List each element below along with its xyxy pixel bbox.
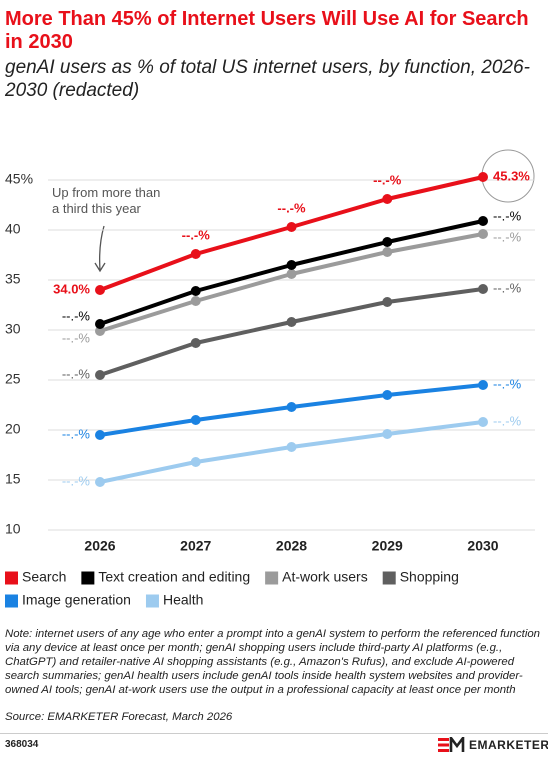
value-label: 45.3% [493,168,530,183]
legend-swatch [5,571,18,585]
x-tick-label: 2030 [467,538,498,554]
data-point [190,249,201,259]
value-label: --.-% [62,330,91,345]
brand: EMARKETER [469,738,548,752]
x-tick-label: 2028 [276,538,307,554]
data-point [286,260,297,270]
value-label: --.-% [493,208,522,223]
data-point [478,172,488,182]
data-point [95,477,105,487]
data-point [286,442,297,452]
data-point [286,269,297,279]
data-point [190,286,201,296]
legend-swatch [145,594,159,608]
legend-label: At-work users [282,569,368,585]
legend-swatch [81,571,95,585]
value-label: 34.0% [53,281,90,296]
legend-swatch [265,571,279,585]
data-point [95,370,105,380]
value-label: --.-% [493,376,522,391]
legend-label: Text creation and editing [98,569,250,585]
data-point [190,415,201,425]
data-point [190,338,201,348]
data-point [286,317,297,327]
annotation: Up from more than a third this year [52,185,161,216]
y-tick-label: 10 [5,521,21,537]
value-label: --.-% [493,280,522,295]
data-point [382,194,393,204]
value-label: --.-% [493,413,522,428]
y-tick-label: 40 [5,221,21,237]
data-point [382,429,393,439]
value-label: --.-% [62,473,91,488]
data-point [95,319,105,329]
data-point [190,296,201,306]
value-label: --.-% [62,366,91,381]
data-point [478,216,488,226]
x-tick-label: 2029 [372,538,403,554]
series-line [99,232,484,333]
value-label: --.-% [62,426,91,441]
logo-mark [438,737,465,752]
y-tick-label: 25 [5,371,21,387]
chart-title: More Than 45% of Internet Users Will Use… [5,8,529,53]
data-point [478,284,488,294]
data-point [95,430,105,440]
legend-swatch [5,594,18,608]
data-point [382,297,393,307]
value-label: --.-% [62,308,91,323]
chart-id: 368034 [5,739,39,750]
note: Note: internet users of any age who ente… [5,628,541,696]
legend-label: Image generation [22,592,131,608]
y-tick-label: 15 [5,471,21,487]
data-point [478,380,488,390]
y-tick-label: 45% [5,171,33,187]
x-tick-label: 2026 [84,538,115,554]
chart: 10 15 20 25 30 35 40 45% 2026 2027 2028 2029 2030 --.… [5,149,535,608]
data-point [190,457,201,467]
legend-label: Search [22,569,66,585]
annotation-arrow [94,225,106,273]
footer-rule [0,733,548,734]
legend-swatch [382,571,396,585]
data-point [286,222,297,232]
chart-subtitle: genAI users as % of total US internet us… [5,57,530,101]
data-point [478,417,488,427]
value-label: --.-% [373,172,402,187]
y-tick-label: 35 [5,271,21,287]
y-tick-label: 20 [5,421,21,437]
data-point [478,229,488,239]
legend-label: Shopping [400,569,459,585]
value-label: --.-% [182,227,211,242]
x-tick-label: 2027 [180,538,211,554]
series-line [99,287,484,377]
data-point [95,285,105,295]
data-point [382,390,393,400]
source: Source: EMARKETER Forecast, March 2026 [5,711,233,723]
data-point [382,247,393,257]
value-label: --.-% [493,229,522,244]
data-point [382,237,393,247]
data-point [286,402,297,412]
y-tick-label: 30 [5,321,21,337]
data-point [95,326,105,336]
value-label: --.-% [277,200,306,215]
legend-label: Health [163,592,203,608]
